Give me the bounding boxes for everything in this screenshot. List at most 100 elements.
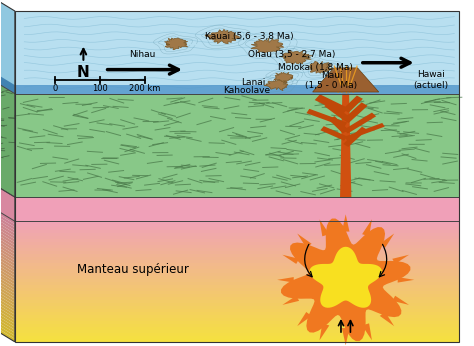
Polygon shape <box>15 248 459 252</box>
Polygon shape <box>343 127 367 147</box>
Polygon shape <box>274 72 293 82</box>
Polygon shape <box>345 123 385 140</box>
Text: Maui
(1,5 - 0 Ma): Maui (1,5 - 0 Ma) <box>305 71 357 90</box>
Polygon shape <box>319 219 329 236</box>
Polygon shape <box>0 274 15 312</box>
Polygon shape <box>0 241 15 279</box>
Text: Nihau: Nihau <box>129 49 155 58</box>
Polygon shape <box>0 250 15 288</box>
Polygon shape <box>15 227 459 230</box>
Text: N: N <box>77 65 90 81</box>
Polygon shape <box>310 61 333 73</box>
Polygon shape <box>344 112 376 134</box>
Polygon shape <box>0 268 15 306</box>
Polygon shape <box>0 265 15 303</box>
Polygon shape <box>342 328 349 345</box>
Polygon shape <box>0 190 15 227</box>
Polygon shape <box>0 223 15 261</box>
Polygon shape <box>15 239 459 242</box>
Polygon shape <box>15 291 459 294</box>
Polygon shape <box>297 312 311 326</box>
Polygon shape <box>15 230 459 233</box>
Polygon shape <box>0 253 15 291</box>
Text: Hawai
(actuel): Hawai (actuel) <box>413 70 448 90</box>
Polygon shape <box>15 282 459 284</box>
Polygon shape <box>362 324 372 340</box>
Polygon shape <box>0 262 15 300</box>
Polygon shape <box>0 51 15 94</box>
Polygon shape <box>343 102 367 123</box>
Polygon shape <box>15 261 459 263</box>
Polygon shape <box>0 163 15 221</box>
Polygon shape <box>15 85 459 94</box>
Polygon shape <box>15 275 459 279</box>
Polygon shape <box>164 38 188 50</box>
Polygon shape <box>15 300 459 303</box>
Polygon shape <box>0 202 15 239</box>
Polygon shape <box>313 68 379 92</box>
Polygon shape <box>398 277 414 283</box>
Text: 0: 0 <box>53 84 58 93</box>
Polygon shape <box>15 306 459 309</box>
Polygon shape <box>15 242 459 245</box>
Polygon shape <box>280 51 312 64</box>
Polygon shape <box>0 0 15 94</box>
Polygon shape <box>0 211 15 248</box>
Polygon shape <box>15 318 459 321</box>
Text: Manteau supérieur: Manteau supérieur <box>77 263 189 276</box>
Text: Molokai (1,8 Ma): Molokai (1,8 Ma) <box>278 63 352 72</box>
Polygon shape <box>15 254 459 257</box>
Text: Ohau (3,5 - 2,7 Ma): Ohau (3,5 - 2,7 Ma) <box>247 49 335 58</box>
Polygon shape <box>15 321 459 324</box>
Polygon shape <box>380 312 394 326</box>
Polygon shape <box>15 324 459 327</box>
Polygon shape <box>362 219 372 236</box>
Polygon shape <box>15 309 459 312</box>
Text: Lanai: Lanai <box>241 78 266 87</box>
Polygon shape <box>315 94 348 114</box>
Polygon shape <box>0 259 15 297</box>
Polygon shape <box>251 38 284 53</box>
Polygon shape <box>0 304 15 342</box>
Polygon shape <box>0 229 15 266</box>
Polygon shape <box>15 270 459 273</box>
Polygon shape <box>15 303 459 306</box>
Polygon shape <box>15 221 459 224</box>
Polygon shape <box>392 296 409 305</box>
Polygon shape <box>0 301 15 339</box>
Polygon shape <box>310 247 382 308</box>
Polygon shape <box>283 296 299 305</box>
Polygon shape <box>15 288 459 291</box>
Text: Kauai (5,6 - 3,8 Ma): Kauai (5,6 - 3,8 Ma) <box>204 33 293 42</box>
Polygon shape <box>0 232 15 270</box>
Polygon shape <box>0 271 15 309</box>
Polygon shape <box>15 339 459 342</box>
Polygon shape <box>342 215 349 231</box>
Polygon shape <box>0 244 15 282</box>
Polygon shape <box>0 289 15 327</box>
Polygon shape <box>0 256 15 294</box>
Polygon shape <box>205 29 239 44</box>
Polygon shape <box>0 247 15 284</box>
Text: Kahoolave: Kahoolave <box>223 86 270 95</box>
Polygon shape <box>15 336 459 339</box>
Text: 100: 100 <box>92 84 108 93</box>
Polygon shape <box>343 95 363 113</box>
Polygon shape <box>281 219 410 341</box>
Polygon shape <box>15 236 459 239</box>
Text: 200 km: 200 km <box>129 84 161 93</box>
Polygon shape <box>15 245 459 248</box>
Polygon shape <box>15 224 459 227</box>
Polygon shape <box>319 324 329 340</box>
Polygon shape <box>324 102 348 120</box>
Polygon shape <box>0 238 15 275</box>
Polygon shape <box>0 214 15 252</box>
Polygon shape <box>264 80 288 91</box>
Polygon shape <box>15 263 459 266</box>
Polygon shape <box>0 283 15 321</box>
Polygon shape <box>15 327 459 330</box>
Polygon shape <box>15 94 459 197</box>
Polygon shape <box>15 11 459 94</box>
Polygon shape <box>380 234 394 248</box>
Polygon shape <box>15 333 459 336</box>
